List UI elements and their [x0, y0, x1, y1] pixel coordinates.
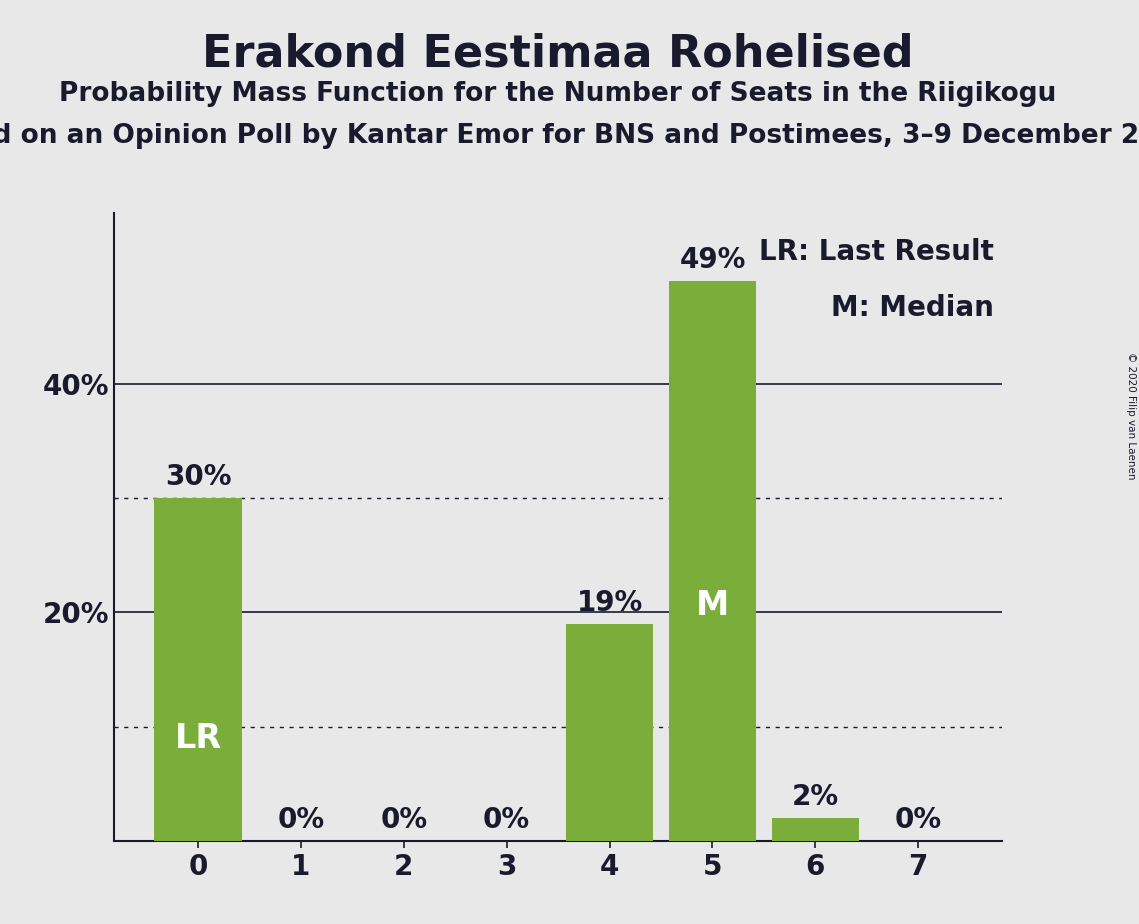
Bar [154, 498, 241, 841]
Text: 0%: 0% [483, 806, 531, 834]
Text: Erakond Eestimaa Rohelised: Erakond Eestimaa Rohelised [203, 32, 913, 76]
Text: 0%: 0% [380, 806, 427, 834]
Text: 30%: 30% [165, 463, 231, 492]
Text: Based on an Opinion Poll by Kantar Emor for BNS and Postimees, 3–9 December 2020: Based on an Opinion Poll by Kantar Emor … [0, 123, 1139, 149]
Text: © 2020 Filip van Laenen: © 2020 Filip van Laenen [1126, 352, 1136, 480]
Text: 19%: 19% [576, 589, 642, 617]
Text: Probability Mass Function for the Number of Seats in the Riigikogu: Probability Mass Function for the Number… [59, 81, 1057, 107]
Text: M: Median: M: Median [830, 294, 993, 322]
Text: 49%: 49% [679, 246, 746, 274]
Text: 0%: 0% [277, 806, 325, 834]
Bar [566, 624, 654, 841]
Text: LR: Last Result: LR: Last Result [759, 237, 993, 266]
Text: 0%: 0% [894, 806, 942, 834]
Text: 2%: 2% [792, 784, 839, 811]
Text: M: M [696, 590, 729, 622]
Bar [669, 281, 756, 841]
Bar [771, 818, 859, 841]
Text: LR: LR [174, 722, 222, 755]
